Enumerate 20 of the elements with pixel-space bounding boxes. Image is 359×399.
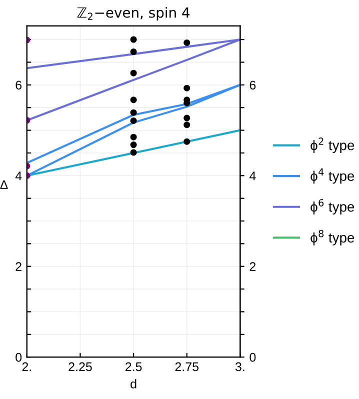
x-tick-label: 2.5: [125, 362, 142, 372]
y2-tick-label: 6: [250, 80, 256, 90]
x-tick-label: 2.: [22, 362, 31, 372]
y-tick-label: 4: [15, 172, 22, 180]
y2-tick-label: 2: [250, 262, 256, 271]
y-tick-label: 2: [16, 262, 22, 271]
y-axis-title: Δ: [0, 180, 8, 189]
legend-label: ϕ$^{8}$ type: [310, 230, 354, 246]
x-tick-label: 2.75: [175, 362, 198, 372]
x-axis-title: d: [130, 379, 136, 388]
legend-label: ϕ$^{2}$ type: [310, 138, 354, 153]
x-tick-label: 2.25: [68, 362, 92, 372]
y-tick-label: 0: [16, 352, 22, 362]
legend-label: ϕ$^{6}$ type: [310, 199, 354, 215]
x-tick-label: 3.: [235, 362, 244, 372]
y2-tick-label: 4: [249, 172, 256, 180]
y2-tick-label: 0: [250, 352, 256, 362]
y-tick-label: 6: [16, 80, 22, 90]
legend-label: ϕ$^{4}$ type: [310, 168, 354, 184]
chart-title: ℤ$_{2}$−even, spin 4: [77, 7, 190, 20]
